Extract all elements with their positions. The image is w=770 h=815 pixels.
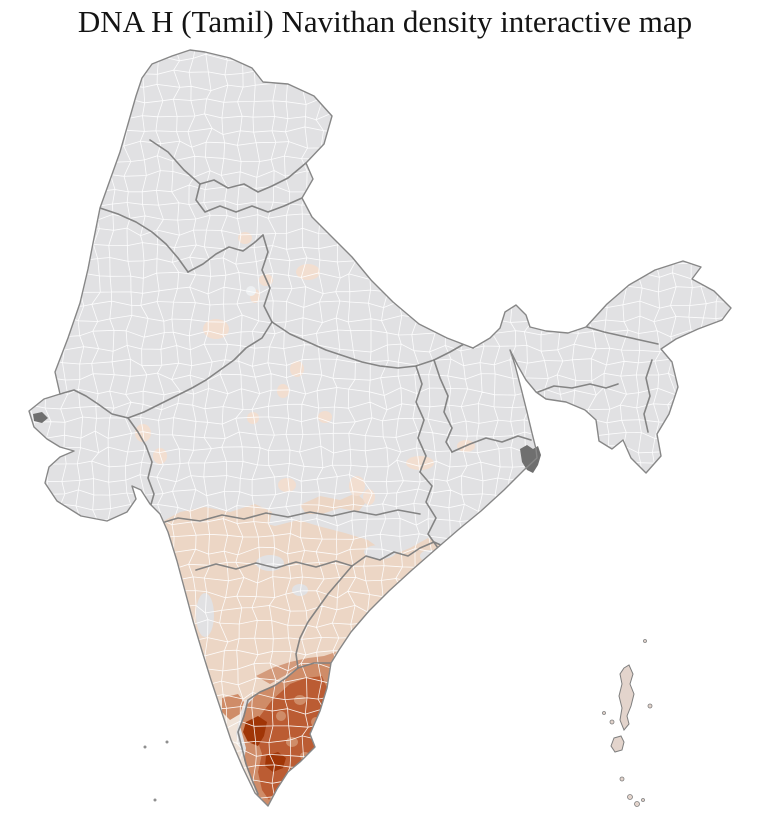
state-border: [187, 234, 264, 273]
state-border: [451, 435, 532, 453]
lakshadweep-islet[interactable]: [165, 740, 169, 744]
andaman-islet[interactable]: [627, 794, 633, 800]
andaman-islet[interactable]: [647, 703, 653, 709]
state-border: [419, 471, 439, 549]
district-white-up[interactable]: [246, 286, 256, 296]
state-border: [99, 207, 189, 273]
vidarbha-low[interactable]: [300, 493, 366, 514]
india-outline: [28, 49, 732, 807]
state-border: [237, 667, 299, 795]
district-odisha-n[interactable]: [406, 456, 434, 470]
district-chhattisgarh-s[interactable]: [363, 489, 375, 505]
district-nagpur-area[interactable]: [278, 478, 296, 492]
map-title: DNA H (Tamil) Navithan density interacti…: [77, 4, 693, 39]
district-north-mp[interactable]: [277, 384, 289, 398]
district-kerala-white[interactable]: [213, 745, 229, 759]
state-border: [59, 321, 273, 419]
state-border: [433, 359, 453, 453]
state-border: [643, 359, 653, 433]
state-border: [149, 139, 307, 193]
state-border: [271, 321, 474, 369]
andaman-island[interactable]: [610, 735, 625, 753]
district-east-up[interactable]: [318, 411, 332, 423]
state-border: [586, 326, 659, 345]
state-border: [297, 662, 332, 669]
coimbatore-max[interactable]: [243, 716, 267, 746]
district-tn-salmon-3[interactable]: [286, 737, 298, 747]
district-jaipur-area[interactable]: [203, 319, 229, 339]
lakshadweep-islet[interactable]: [153, 798, 157, 802]
gray-patch-rayalaseema[interactable]: [292, 584, 308, 596]
district-kerala-pale[interactable]: [209, 730, 221, 742]
madurai-max[interactable]: [265, 752, 286, 772]
state-border: [195, 560, 353, 571]
gray-patch-karnataka-coast[interactable]: [196, 593, 214, 637]
rann-kutch-tip: [33, 412, 48, 423]
state-border: [295, 565, 353, 669]
state-borders: [59, 139, 659, 795]
state-border: [261, 234, 273, 323]
andaman-islet[interactable]: [602, 711, 606, 715]
island-groups[interactable]: [143, 639, 653, 807]
andaman-islet[interactable]: [619, 776, 625, 782]
state-border: [351, 541, 444, 567]
north-kerala-high[interactable]: [222, 694, 244, 720]
state-border: [537, 383, 619, 393]
andaman-islet[interactable]: [609, 719, 615, 725]
district-tn-salmon-1[interactable]: [294, 695, 306, 705]
andaman-islet[interactable]: [641, 798, 645, 802]
state-border: [157, 509, 421, 525]
lakshadweep-islet[interactable]: [143, 745, 147, 749]
district-moradabad-area[interactable]: [296, 264, 320, 280]
andaman-islet[interactable]: [643, 639, 647, 643]
district-tn-salmon-5[interactable]: [276, 711, 286, 721]
state-border: [195, 183, 303, 213]
state-border: [415, 365, 427, 473]
west-maharashtra-low[interactable]: [158, 504, 272, 533]
andaman-islet[interactable]: [634, 801, 640, 807]
district-vadodara-area[interactable]: [153, 448, 167, 464]
andaman-island[interactable]: [618, 664, 635, 731]
ap-tn-border-medium[interactable]: [256, 652, 336, 684]
district-rajasthan-south[interactable]: [247, 412, 259, 424]
